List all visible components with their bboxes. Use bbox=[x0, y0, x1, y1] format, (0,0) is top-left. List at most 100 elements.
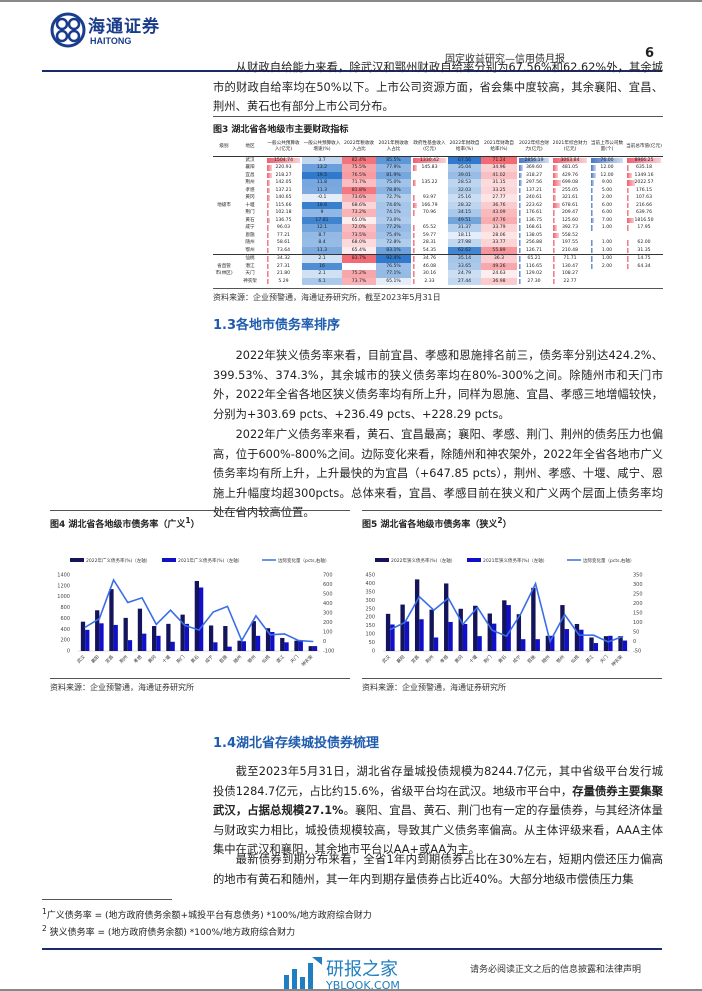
cell-value: 36.76 bbox=[492, 202, 506, 208]
value-cell bbox=[411, 187, 448, 195]
value-cell: 2856.19 bbox=[517, 156, 551, 164]
disclaimer[interactable]: 请务必阅读正文之后的信息披露和法律声明 bbox=[470, 965, 642, 975]
value-cell: 77.9% bbox=[376, 164, 411, 172]
table-row: 宜昌 218.27 19.5 76.5% 81.9% 39.01 41.02 318.27 42… bbox=[213, 171, 663, 180]
column-header: 2021年税收收入占比 bbox=[376, 138, 411, 157]
value-cell: 36.98 bbox=[481, 277, 517, 285]
cell-value: 77.2% bbox=[386, 225, 401, 230]
value-cell: 9 bbox=[302, 209, 342, 217]
column-header: 2022年综合财力(亿元) bbox=[517, 138, 551, 157]
x-tick-label: 鄂州 bbox=[555, 653, 567, 665]
line-point bbox=[520, 612, 522, 614]
cell-value: 6.00 bbox=[601, 210, 613, 215]
cell-value: 67.56 bbox=[457, 157, 472, 163]
cell-value: 73.2% bbox=[351, 210, 367, 215]
chart-broad-debt-ratio: 2022年广义债务率(%)（左轴） 2021年广义债务率(%)（左轴） 边际变化量（… bbox=[57, 557, 334, 668]
value-cell: 369.60 bbox=[517, 164, 551, 172]
column-header: 2022年税收收入占比 bbox=[342, 138, 376, 157]
bar bbox=[491, 623, 497, 651]
data-bar bbox=[267, 217, 270, 223]
data-bar bbox=[553, 232, 559, 238]
footnote-text: 广义债务率 = (地方政府债务余额+城投平台有息债务) *100%/地方政府综合… bbox=[46, 911, 372, 921]
data-bar bbox=[267, 187, 270, 193]
y-right-tick-label: -100 bbox=[323, 649, 334, 655]
line-point bbox=[607, 641, 609, 643]
x-tick-label: 黄冈 bbox=[146, 653, 158, 665]
text: 截至2023年5月31日，湖北省存量城投债规模为8244.7亿元，其中省级平台发… bbox=[213, 765, 663, 798]
watermark-chart-icon bbox=[284, 957, 322, 990]
bar bbox=[156, 635, 161, 651]
bar bbox=[280, 637, 285, 651]
value-cell: 12.00 bbox=[589, 172, 625, 180]
fig4-footnote-mark[interactable]: 1 bbox=[185, 516, 191, 525]
line-point bbox=[269, 634, 271, 636]
cell-value: 136.75 bbox=[275, 217, 292, 223]
bottom-border bbox=[0, 989, 702, 991]
cell-value: 197.55 bbox=[561, 240, 579, 245]
value-cell: 78.8% bbox=[376, 186, 411, 194]
line-point bbox=[98, 618, 100, 620]
value-cell: 102.18 bbox=[265, 209, 302, 217]
cell-value: 83.1% bbox=[386, 247, 401, 253]
value-cell: 17.81 bbox=[302, 216, 342, 224]
fig5-source: 资料来源：企业预警通，海通证券研究所 bbox=[362, 678, 662, 693]
line-point bbox=[433, 609, 435, 611]
cell-value: 41.02 bbox=[492, 172, 506, 178]
cell-value: 27.77 bbox=[492, 195, 506, 200]
value-cell: 2.00 bbox=[589, 194, 625, 202]
value-cell: 93.97 bbox=[411, 194, 448, 202]
y-left-tick-label: 300 bbox=[365, 598, 375, 604]
value-cell: 392.73 bbox=[551, 224, 589, 232]
data-bar bbox=[591, 157, 623, 163]
data-bar bbox=[553, 278, 555, 284]
bar bbox=[618, 636, 623, 651]
y-left-tick-label: 200 bbox=[60, 638, 70, 644]
cell-value: 孝感 bbox=[245, 187, 255, 193]
paragraph-broad-debt: 2022年广义债务率来看，黄石、宜昌最高；襄阳、孝感、荆门、荆州的债务压力也偏高… bbox=[213, 428, 663, 519]
cell-value: 荆门 bbox=[245, 210, 255, 215]
line-point bbox=[491, 629, 493, 631]
bar bbox=[448, 621, 453, 651]
value-cell: 140.65 bbox=[265, 194, 302, 202]
value-cell: 11.8 bbox=[302, 179, 342, 187]
data-bar bbox=[519, 256, 521, 262]
cell-value: 35.14 bbox=[457, 256, 472, 261]
fig5-footnote-mark[interactable]: 2 bbox=[497, 516, 503, 525]
value-cell: -0.1 bbox=[302, 194, 342, 202]
value-cell: 34.32 bbox=[265, 254, 302, 263]
bar bbox=[123, 617, 128, 651]
fig3-source: 资料来源：企业预警通，海通证券研究所，截至2023年5月31日 bbox=[213, 288, 663, 303]
data-bar bbox=[591, 256, 593, 262]
value-cell: 41.02 bbox=[481, 171, 517, 179]
cell-value: 321.61 bbox=[561, 195, 579, 200]
fig4-source: 资料来源：企业预警通，海通证券研究所 bbox=[50, 678, 350, 693]
value-cell: 11.3 bbox=[302, 246, 342, 255]
cell-value: 39.01 bbox=[457, 172, 472, 178]
value-cell: 6.1 bbox=[302, 277, 342, 285]
haitong-logo-icon bbox=[50, 12, 86, 48]
cell-value: 9 bbox=[320, 210, 324, 215]
cell-value: 11.3 bbox=[316, 187, 328, 193]
value-cell: 77.2% bbox=[376, 224, 411, 232]
data-bar bbox=[627, 202, 629, 208]
value-cell: 75.0% bbox=[376, 179, 411, 187]
value-cell: 137.21 bbox=[517, 187, 551, 195]
data-bar bbox=[267, 225, 269, 231]
cell-value: 83.7% bbox=[351, 256, 367, 261]
cell-value: 神农架 bbox=[243, 278, 257, 284]
cell-value: 74.1% bbox=[386, 210, 401, 215]
cell-value: 138.05 bbox=[525, 232, 543, 238]
value-cell: 107.63 bbox=[625, 194, 663, 202]
value-cell bbox=[589, 278, 625, 286]
bar bbox=[294, 640, 299, 651]
column-header: 2021年综合财力(亿元) bbox=[551, 138, 589, 157]
value-cell: 5.29 bbox=[265, 278, 302, 286]
value-cell: 85.5% bbox=[376, 156, 411, 164]
cell-value: 潜江 bbox=[245, 263, 255, 269]
cell-value: 59.77 bbox=[422, 232, 437, 238]
value-cell bbox=[589, 232, 625, 240]
value-cell: 2.33 bbox=[411, 278, 448, 286]
y-left-tick-label: 800 bbox=[60, 605, 70, 611]
cell-value: 5.29 bbox=[278, 278, 289, 284]
line-point bbox=[226, 605, 229, 607]
